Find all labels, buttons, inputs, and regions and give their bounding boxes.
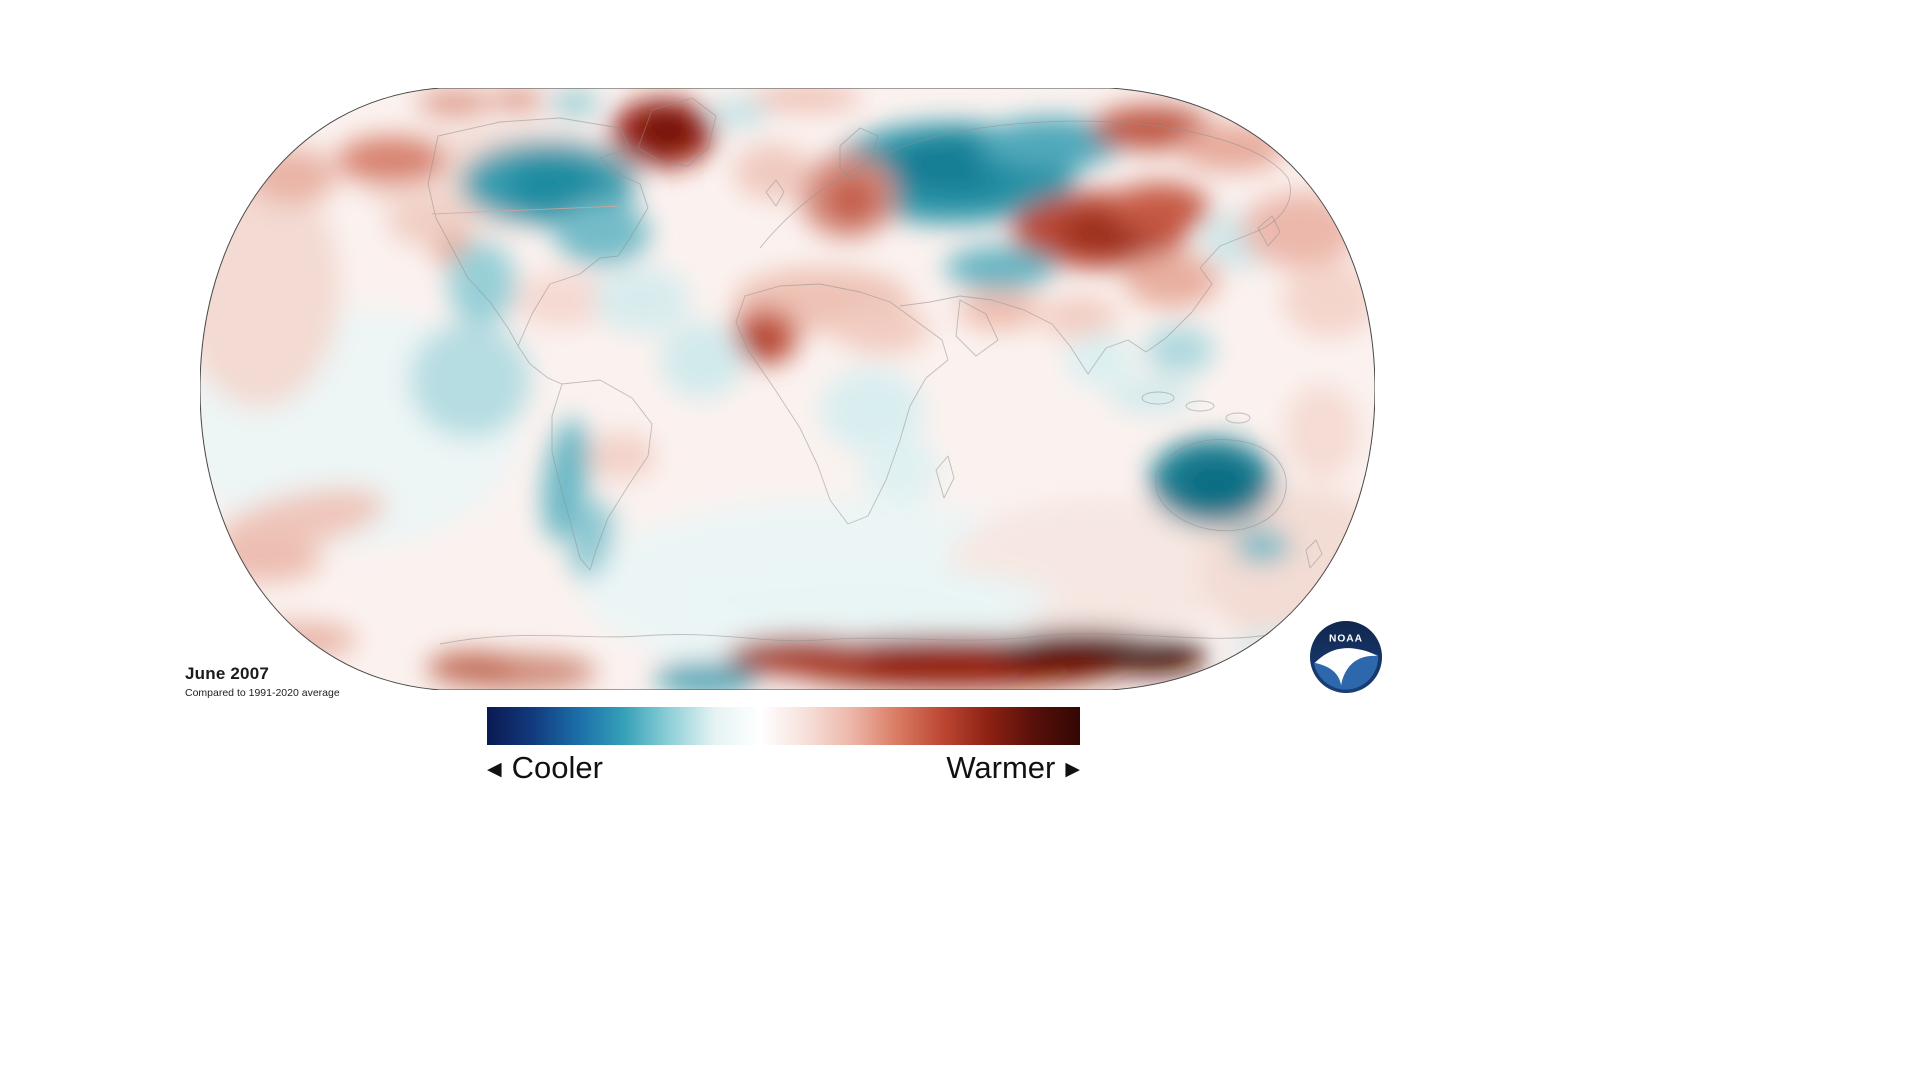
map-title: June 2007 (185, 664, 270, 683)
warmer-label-group: Warmer ▶ (946, 750, 1080, 786)
noaa-logo-text: NOAA (1329, 633, 1363, 644)
cooler-arrow-icon: ◀ (487, 758, 502, 780)
map-subtitle: Compared to 1991-2020 average (185, 687, 340, 699)
noaa-logo: NOAA (1309, 620, 1383, 694)
map-outline (200, 88, 1375, 690)
anomaly-colorbar (487, 707, 1080, 745)
noaa-emblem-icon: NOAA (1309, 620, 1383, 694)
warmer-label: Warmer (946, 750, 1056, 785)
coastline-outlines (427, 97, 1336, 645)
cooler-label-group: ◀ Cooler (487, 750, 603, 786)
world-anomaly-map (200, 88, 1375, 690)
warmer-arrow-icon: ▶ (1065, 758, 1080, 780)
colorbar-labels: ◀ Cooler Warmer ▶ (487, 750, 1080, 786)
cooler-label: Cooler (511, 750, 603, 785)
map-caption: June 2007 Compared to 1991-2020 average (185, 664, 340, 699)
robinson-projection-map (200, 88, 1375, 690)
anomaly-field (200, 88, 1375, 690)
